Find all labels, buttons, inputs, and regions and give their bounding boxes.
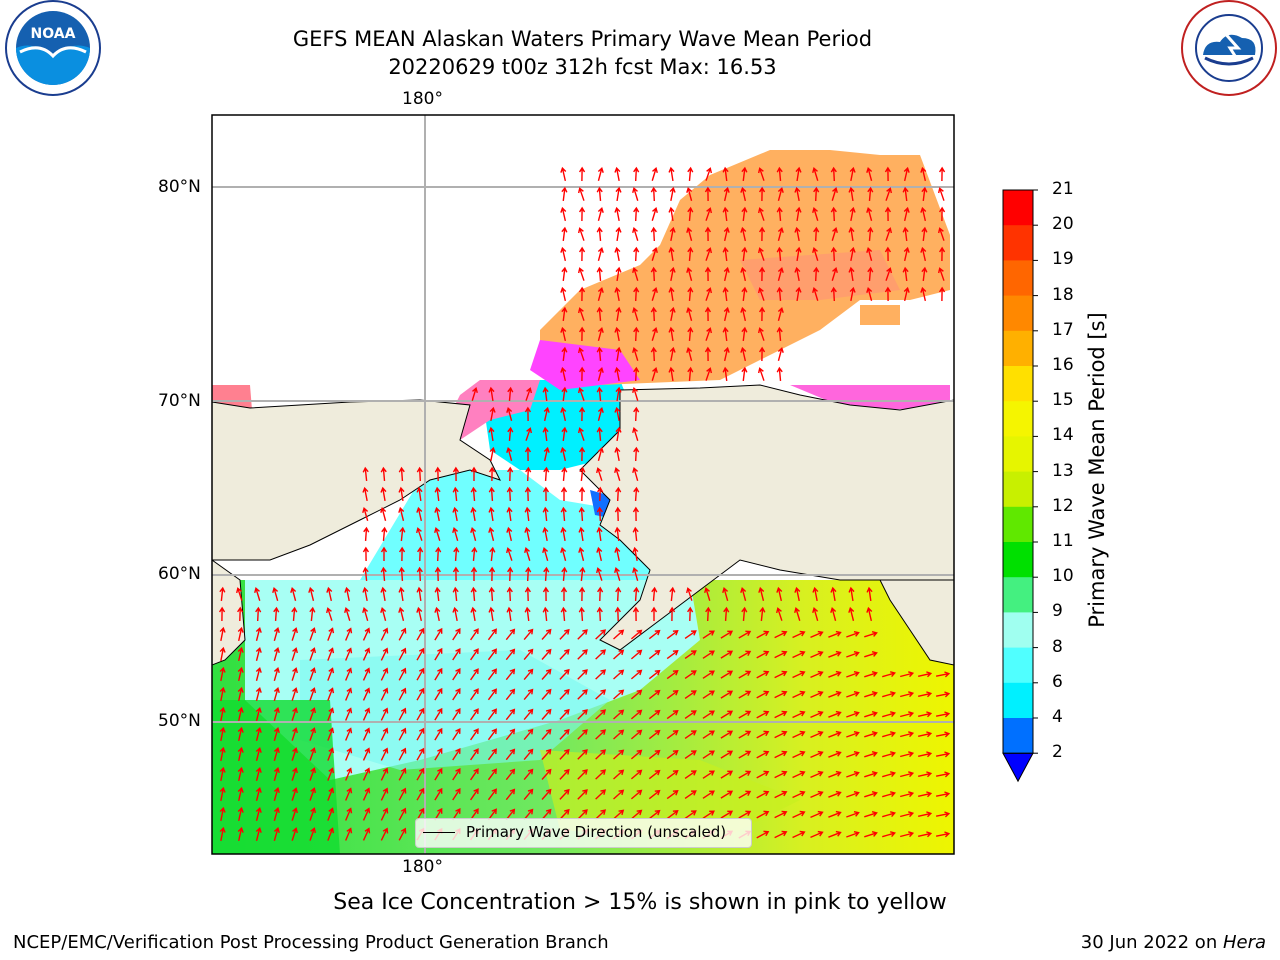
colorbar-segment (1003, 718, 1033, 754)
nws-logo (1181, 0, 1277, 96)
lat-label-70: 70°N (158, 391, 201, 411)
colorbar-segment (1003, 612, 1033, 649)
colorbar-tick-label: 19 (1052, 249, 1074, 270)
legend-line-sample (423, 832, 455, 833)
colorbar-tick-label: 14 (1052, 425, 1074, 446)
footer-date: 30 Jun 2022 on Hera (1081, 932, 1266, 953)
map-plot-area (212, 115, 954, 854)
lat-label-50: 50°N (158, 711, 201, 731)
colorbar-tick-label: 2 (1052, 742, 1063, 763)
alaska-southeast (879, 579, 954, 666)
colorbar-segment (1003, 295, 1033, 332)
footer-credit: NCEP/EMC/Verification Post Processing Pr… (13, 932, 609, 953)
colorbar-segment (1003, 682, 1033, 719)
land-alaska (579, 384, 954, 651)
lon-label-bottom: 180° (402, 857, 443, 877)
colorbar-tick-label: 6 (1052, 671, 1063, 692)
colorbar-tick-label: 4 (1052, 707, 1063, 727)
colorbar-segment (1003, 471, 1033, 508)
colorbar-tick-label: 18 (1052, 284, 1074, 305)
colorbar-segment (1003, 542, 1033, 578)
footer-date-text: 30 Jun 2022 on (1080, 932, 1223, 953)
chart-title: GEFS MEAN Alaskan Waters Primary Wave Me… (292, 27, 873, 51)
colorbar-tick-label: 20 (1052, 214, 1074, 235)
land-kamchatka (212, 559, 246, 666)
colorbar-tick-label: 16 (1052, 355, 1074, 375)
footer-machine: Hera (1222, 932, 1266, 953)
noaa-logo: NOAA (5, 0, 101, 96)
colorbar-tick-label: 15 (1052, 390, 1074, 411)
colorbar-segment (1003, 366, 1033, 402)
colorbar-tick-label: 9 (1052, 601, 1063, 622)
colorbar-tick-label: 12 (1052, 495, 1074, 516)
colorbar-segment (1003, 225, 1033, 261)
colorbar-tick-label: 21 (1052, 179, 1074, 199)
colorbar-tick-label: 10 (1052, 566, 1074, 587)
sea-ice-note: Sea Ice Concentration > 15% is shown in … (333, 890, 947, 915)
colorbar-segment (1003, 330, 1033, 367)
land-north-asia (212, 399, 501, 561)
colorbar-segment (1003, 436, 1033, 473)
colorbar-segment (1003, 260, 1033, 297)
colorbar (1002, 189, 1038, 783)
colorbar-tick-label: 8 (1052, 636, 1063, 657)
colorbar-segment (1003, 506, 1033, 543)
map-frame (211, 114, 955, 855)
noaa-logo-text: NOAA (31, 26, 76, 42)
lat-label-60: 60°N (158, 564, 201, 584)
map-legend: Primary Wave Direction (unscaled) (415, 818, 752, 848)
colorbar-segment (1003, 190, 1033, 226)
colorbar-tick-label: 13 (1052, 460, 1074, 481)
colorbar-tick-label: 17 (1052, 319, 1074, 340)
colorbar-segment (1003, 401, 1033, 437)
chart-subtitle: 20220629 t00z 312h fcst Max: 16.53 (388, 55, 777, 79)
colorbar-tick-label: 11 (1052, 531, 1074, 551)
colorbar-extend-triangle (1002, 752, 1034, 783)
colorbar-segment (1003, 577, 1033, 613)
colorbar-label: Primary Wave Mean Period [s] (1085, 312, 1109, 628)
colorbar-segment (1003, 647, 1033, 684)
legend-label: Primary Wave Direction (unscaled) (466, 823, 727, 841)
lat-label-80: 80°N (158, 177, 201, 197)
lon-label-top: 180° (402, 89, 443, 109)
